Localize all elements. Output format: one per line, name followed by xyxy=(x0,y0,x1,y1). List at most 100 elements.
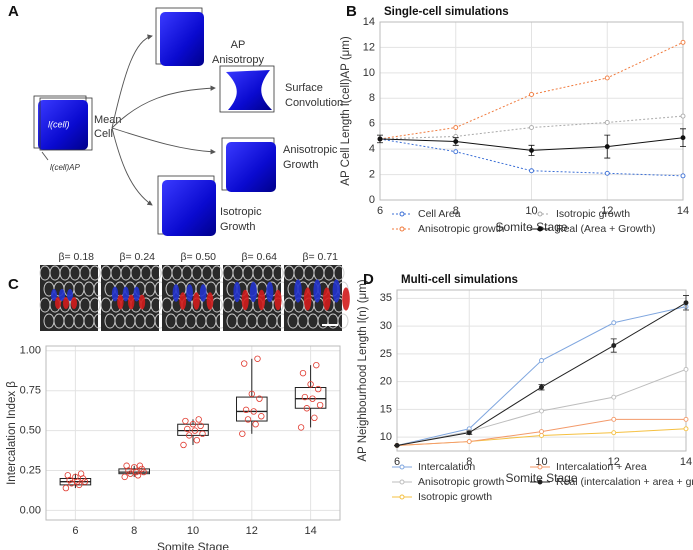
data-point xyxy=(680,113,686,119)
data-point xyxy=(180,441,187,449)
data-point xyxy=(130,464,138,471)
labelled-cell xyxy=(133,286,140,302)
data-point xyxy=(193,436,200,444)
data-point xyxy=(680,173,686,179)
x-axis-label: Somite Stage xyxy=(495,220,567,234)
legend-label: Intercalation xyxy=(418,461,475,473)
data-point xyxy=(394,442,400,448)
cell-outline xyxy=(211,265,223,281)
y-tick-label: 35 xyxy=(380,292,392,304)
labelled-cell xyxy=(323,287,331,311)
data-point xyxy=(195,416,202,423)
x-axis-label: Somite Stage xyxy=(505,471,577,485)
data-point xyxy=(244,416,252,423)
data-point xyxy=(250,408,257,415)
ap-anisotropy-label: AP xyxy=(231,39,246,51)
x-tick-label: 6 xyxy=(72,525,78,537)
x-tick-label: 12 xyxy=(608,456,620,468)
anisotropic-growth-label: Anisotropic xyxy=(283,144,338,156)
data-point xyxy=(315,385,322,393)
legend-marker xyxy=(399,479,405,485)
data-point xyxy=(123,462,130,469)
data-point xyxy=(611,394,617,400)
data-point xyxy=(683,300,689,306)
legend-label: Isotropic growth xyxy=(556,208,630,220)
labelled-cell xyxy=(186,284,194,302)
x-tick-label: 12 xyxy=(601,205,613,217)
y-tick-label: 0.50 xyxy=(20,425,41,437)
x-tick-label: 14 xyxy=(680,456,692,468)
labelled-cell xyxy=(51,289,57,301)
x-tick-label: 8 xyxy=(466,456,472,468)
y-tick-label: 14 xyxy=(363,16,375,28)
image-label: β= 0.71 xyxy=(302,251,338,263)
labelled-cell xyxy=(249,281,257,303)
anisotropic-growth-cube xyxy=(221,137,276,192)
x-axis-label: Somite Stage xyxy=(157,540,229,550)
data-point xyxy=(604,119,610,125)
data-point xyxy=(309,395,316,402)
labelled-cell xyxy=(138,294,146,310)
data-point xyxy=(466,430,472,436)
data-point xyxy=(683,426,689,432)
data-point xyxy=(539,358,544,363)
data-point xyxy=(529,147,534,153)
legend-marker xyxy=(399,226,405,232)
data-point xyxy=(311,414,318,422)
arrow xyxy=(111,127,153,206)
isotropic-growth-label: Isotropic xyxy=(220,206,262,218)
chart-title: Multi-cell simulations xyxy=(401,274,518,286)
y-tick-label: 0.75 xyxy=(20,385,41,397)
legend-label: Isotropic growth xyxy=(418,491,492,503)
legend-marker xyxy=(537,464,543,470)
labelled-cell xyxy=(233,281,241,303)
labelled-cell xyxy=(303,287,312,311)
x-tick-label: 10 xyxy=(187,525,199,537)
data-point xyxy=(239,430,246,437)
labelled-cell xyxy=(111,286,119,302)
labelled-cell xyxy=(332,279,341,303)
legend-label: Anisotropic growth xyxy=(418,223,505,235)
data-point xyxy=(184,425,191,433)
x-tick-label: 8 xyxy=(453,205,459,217)
microscopy-image xyxy=(222,265,288,331)
data-point xyxy=(72,473,79,481)
data-point xyxy=(453,125,459,130)
legend-marker xyxy=(399,464,405,470)
data-point xyxy=(189,421,197,428)
box xyxy=(118,468,150,475)
ap-anisotropy-cube xyxy=(155,7,204,66)
data-point xyxy=(680,135,686,141)
arrow xyxy=(111,85,216,129)
data-point xyxy=(307,381,314,388)
data-point xyxy=(316,401,324,409)
y-tick-label: 0.00 xyxy=(20,504,41,516)
data-point xyxy=(611,416,617,422)
labelled-cell xyxy=(342,287,350,311)
data-point xyxy=(377,136,383,142)
data-point xyxy=(254,355,261,362)
legend-marker xyxy=(399,211,405,217)
legend-label: Real (Area + Growth) xyxy=(556,223,656,235)
data-point xyxy=(313,361,320,369)
cell-outline xyxy=(150,265,162,281)
y-tick-label: 1.00 xyxy=(20,345,41,357)
data-point xyxy=(68,480,75,487)
cell-outline xyxy=(89,265,101,281)
labelled-cell xyxy=(179,292,187,310)
data-point xyxy=(539,408,544,414)
isotropic-growth-cube xyxy=(157,175,216,236)
data-point xyxy=(258,413,265,420)
arrow xyxy=(111,127,216,155)
chart-title: Single-cell simulations xyxy=(384,6,509,18)
panel-a: A l(cell) l(cell)AP Mean Cell AP Anisotr… xyxy=(8,3,343,236)
legend-marker xyxy=(537,211,543,217)
y-tick-label: 6 xyxy=(369,118,375,130)
labelled-cell xyxy=(258,289,266,311)
y-tick-label: 4 xyxy=(369,143,375,155)
data-point xyxy=(611,343,617,348)
labelled-cell xyxy=(117,294,124,310)
arrow xyxy=(111,34,153,129)
x-tick-label: 6 xyxy=(394,456,400,468)
y-axis-label: Intercalation Index β xyxy=(6,381,18,485)
